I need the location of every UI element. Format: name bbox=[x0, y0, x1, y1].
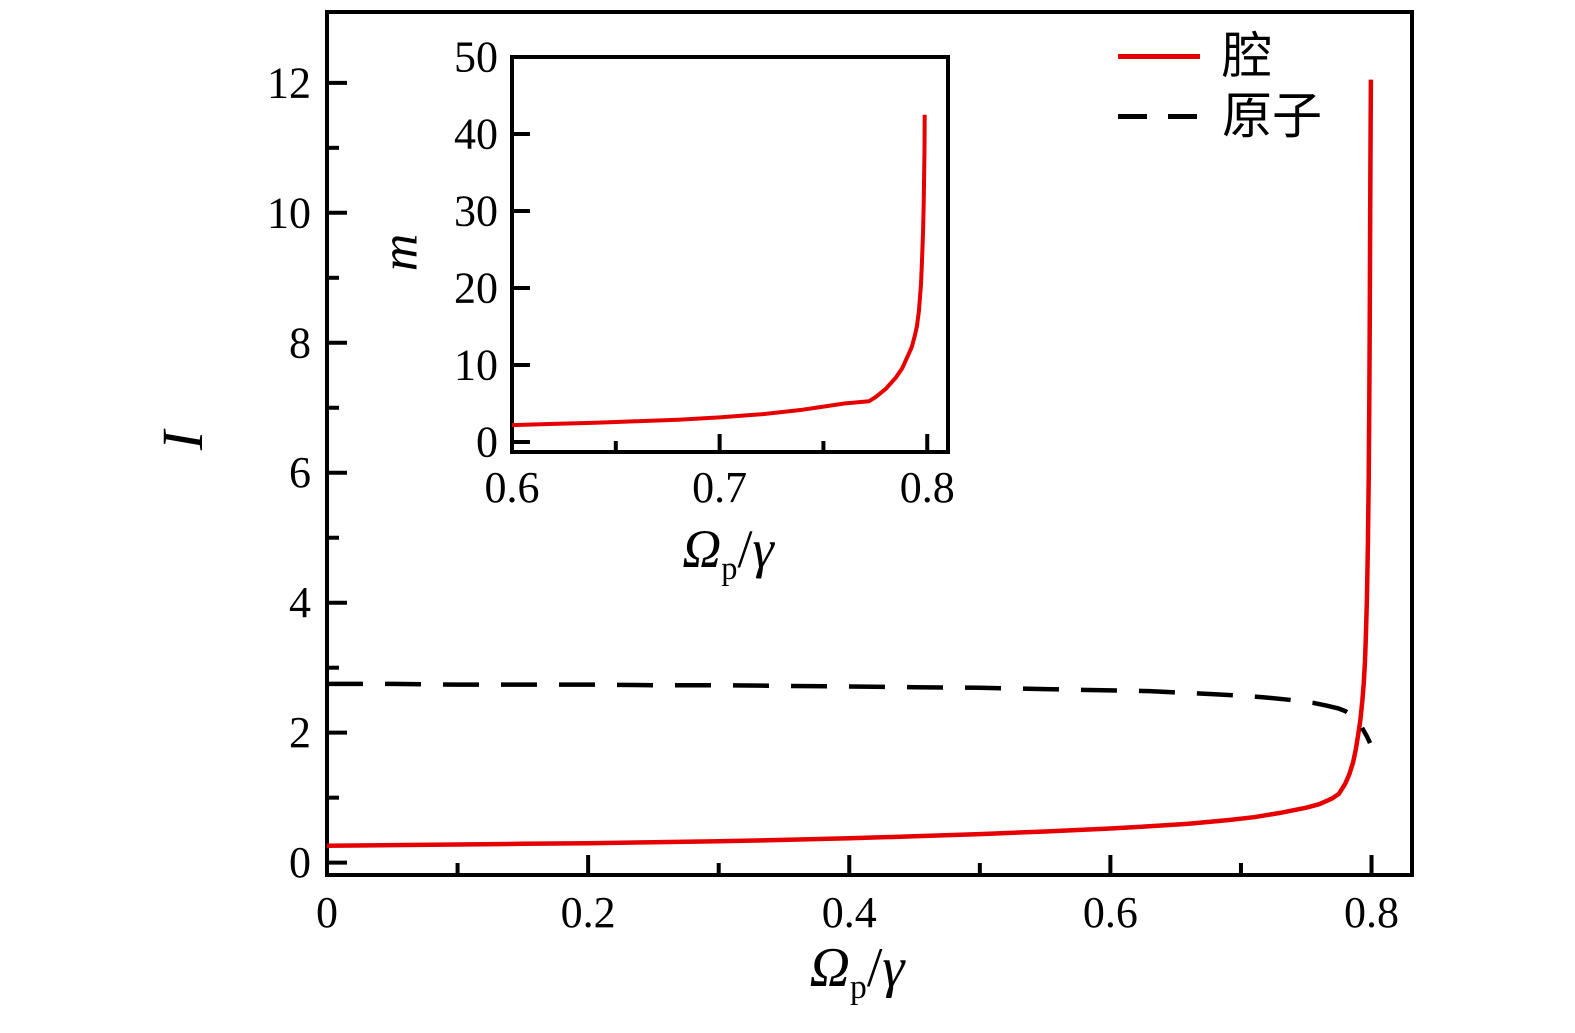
main-x-tick-label: 0.8 bbox=[1344, 888, 1399, 937]
inset-xaxis-title: Ωp/γ bbox=[528, 519, 928, 587]
inset-y-tick-label: 40 bbox=[454, 109, 498, 158]
inset-y-tick-label: 0 bbox=[476, 417, 498, 466]
legend-label-cavity: 腔 bbox=[1222, 28, 1272, 84]
legend-label-atom: 原子 bbox=[1222, 88, 1322, 144]
main-x-tick-label: 0.6 bbox=[1083, 888, 1138, 937]
main-y-tick-label: 12 bbox=[267, 58, 311, 107]
omega-symbol: Ω bbox=[809, 937, 851, 999]
main-series-atom-curve bbox=[327, 681, 1373, 744]
legend: 腔 原子 bbox=[1118, 26, 1322, 146]
inset-x-tick-label: 0.7 bbox=[692, 463, 747, 512]
main-axes-frame bbox=[325, 10, 1414, 877]
inset-x-tick-label: 0.6 bbox=[485, 463, 540, 512]
main-y-tick-label: 0 bbox=[289, 838, 311, 887]
slash-symbol: / bbox=[866, 937, 883, 999]
omega-subscript-p: p bbox=[721, 550, 738, 587]
main-x-tick-label: 0.2 bbox=[561, 888, 616, 937]
inset-series-cavity-curve bbox=[511, 114, 927, 428]
inset-y-tick-label: 20 bbox=[454, 263, 498, 312]
main-y-tick-label: 6 bbox=[289, 448, 311, 497]
inset-y-tick-label: 30 bbox=[454, 186, 498, 235]
main-y-tick-label: 2 bbox=[289, 708, 311, 757]
legend-solid-red-line-icon bbox=[1118, 53, 1200, 59]
gamma-symbol: γ bbox=[882, 937, 905, 999]
main-y-tick-label: 10 bbox=[267, 188, 311, 237]
inset-y-tick-label: 10 bbox=[454, 340, 498, 389]
main-x-tick-label: 0.4 bbox=[822, 888, 877, 937]
inset-yaxis-title: m bbox=[350, 202, 450, 302]
main-series-cavity-curve bbox=[326, 79, 1374, 849]
inset-x-tick-label: 0.8 bbox=[900, 463, 955, 512]
main-yaxis-title: I bbox=[133, 390, 233, 490]
inset-axes-frame bbox=[510, 55, 950, 454]
main-x-tick-label: 0 bbox=[316, 888, 338, 937]
slash-symbol: / bbox=[737, 519, 753, 579]
legend-dashed-black-line-icon bbox=[1118, 113, 1200, 119]
inset-yaxis-title-text: m bbox=[371, 233, 429, 271]
legend-item-cavity: 腔 bbox=[1118, 26, 1322, 86]
gamma-symbol: γ bbox=[752, 519, 774, 579]
main-y-tick-label: 4 bbox=[289, 578, 311, 627]
omega-symbol: Ω bbox=[682, 519, 722, 579]
main-yaxis-title-text: I bbox=[150, 430, 216, 450]
main-y-tick-label: 8 bbox=[289, 318, 311, 367]
legend-item-atom: 原子 bbox=[1118, 86, 1322, 146]
inset-y-tick-label: 50 bbox=[454, 33, 498, 82]
main-xaxis-title: Ωp/γ bbox=[657, 937, 1057, 1007]
omega-subscript-p: p bbox=[850, 969, 867, 1007]
